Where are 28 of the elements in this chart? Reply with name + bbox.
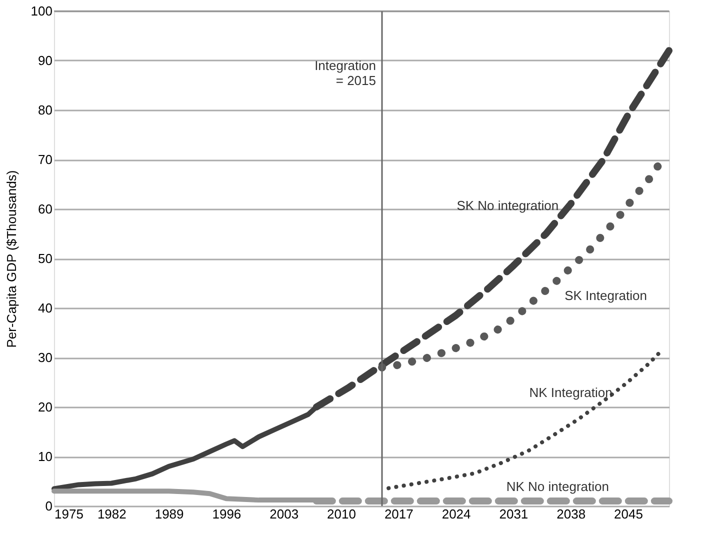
x-tick-label: 1989 bbox=[154, 506, 184, 522]
y-tick-label: 60 bbox=[38, 202, 52, 216]
y-tick-label: 30 bbox=[38, 350, 52, 365]
series-label: NK No integration bbox=[506, 479, 609, 494]
y-axis-title: Per-Capita GDP ($Thousands) bbox=[4, 170, 19, 348]
y-tick-label: 0 bbox=[45, 498, 52, 514]
y-tick-label: 90 bbox=[38, 53, 52, 68]
ref-line-label: Integration = 2015 bbox=[314, 58, 376, 88]
x-tick-label: 2031 bbox=[499, 506, 528, 522]
y-tick-label: 70 bbox=[38, 152, 52, 167]
series-label: NK Integration bbox=[529, 385, 612, 400]
x-tick-label: 1996 bbox=[212, 506, 242, 522]
x-tick-label: 2038 bbox=[556, 506, 586, 522]
x-tick-label: 2024 bbox=[442, 506, 471, 522]
y-tick-label: 20 bbox=[38, 400, 52, 414]
x-tick-label: 2003 bbox=[270, 506, 299, 522]
y-tick-label: 40 bbox=[38, 300, 52, 316]
x-tick-label: 2017 bbox=[384, 506, 414, 522]
x-tick-label: 2010 bbox=[327, 506, 356, 522]
series-label: SK Integration bbox=[564, 288, 647, 303]
x-tick-label: 1982 bbox=[97, 506, 126, 522]
y-tick-label: 80 bbox=[38, 102, 52, 118]
y-tick-label: 50 bbox=[38, 251, 52, 266]
y-tick-label: 10 bbox=[38, 449, 52, 464]
x-tick-label: 1975 bbox=[54, 506, 84, 522]
series-label: SK No integration bbox=[456, 198, 559, 214]
y-tick-label: 100 bbox=[30, 4, 52, 18]
x-tick-label: 2045 bbox=[614, 506, 643, 522]
